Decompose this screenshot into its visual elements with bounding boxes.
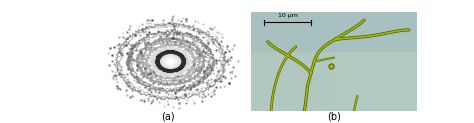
Text: (b): (b) <box>327 112 341 122</box>
Bar <box>251 12 417 52</box>
Bar <box>334 52 417 111</box>
Circle shape <box>167 59 174 64</box>
Text: 10 μm: 10 μm <box>278 13 298 18</box>
Circle shape <box>164 57 178 66</box>
Text: (a): (a) <box>162 112 175 122</box>
Circle shape <box>161 55 181 68</box>
